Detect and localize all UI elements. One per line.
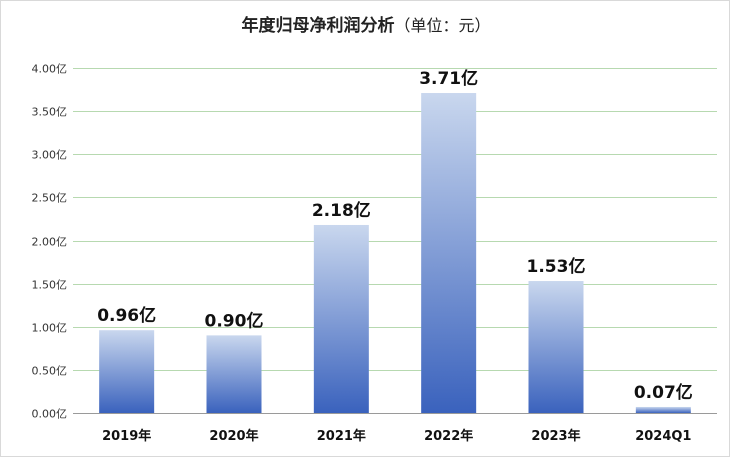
x-tick-label: 2020年 xyxy=(209,428,258,444)
data-label: 0.96亿 xyxy=(97,305,156,326)
data-label: 1.53亿 xyxy=(527,256,586,277)
x-axis-ticks: 2019年 2020年 2021年 2022年 2023年 2024Q1 xyxy=(102,428,691,444)
bar xyxy=(313,224,369,413)
data-label: 3.71亿 xyxy=(419,68,478,89)
data-label: 0.90亿 xyxy=(205,310,264,331)
bar xyxy=(99,330,155,413)
y-tick-label: 2.00亿 xyxy=(32,236,68,249)
bar xyxy=(421,93,477,413)
y-tick-label: 2.50亿 xyxy=(32,192,68,205)
y-axis-ticks: 0.00亿 0.50亿 1.00亿 1.50亿 2.00亿 2.50亿 3.00亿 3.50亿… xyxy=(32,63,68,421)
y-tick-label: 4.00亿 xyxy=(32,63,68,76)
bar xyxy=(635,406,691,413)
chart-title-unit: （单位：元） xyxy=(394,16,490,35)
y-tick-label: 0.50亿 xyxy=(32,365,68,378)
data-label: 0.07亿 xyxy=(634,382,693,403)
y-tick-label: 0.00亿 xyxy=(32,408,68,421)
x-tick-label: 2019年 xyxy=(102,428,151,444)
bars xyxy=(99,93,691,413)
chart-title-main: 年度归母净利润分析 xyxy=(241,15,394,36)
chart-title: 年度归母净利润分析（单位：元） xyxy=(241,15,490,36)
data-label: 2.18亿 xyxy=(312,200,371,221)
bar xyxy=(528,281,584,413)
gridlines xyxy=(73,68,717,414)
y-tick-label: 1.00亿 xyxy=(32,322,68,335)
y-tick-label: 3.50亿 xyxy=(32,106,68,119)
x-tick-label: 2023年 xyxy=(531,428,580,444)
bar xyxy=(206,335,262,413)
x-tick-label: 2024Q1 xyxy=(635,429,691,444)
y-tick-label: 3.00亿 xyxy=(32,149,68,162)
x-tick-label: 2022年 xyxy=(424,428,473,444)
y-tick-label: 1.50亿 xyxy=(32,279,68,292)
data-labels: 0.96亿 0.90亿 2.18亿 3.71亿 1.53亿 0.07亿 xyxy=(97,68,693,403)
x-tick-label: 2021年 xyxy=(317,428,366,444)
